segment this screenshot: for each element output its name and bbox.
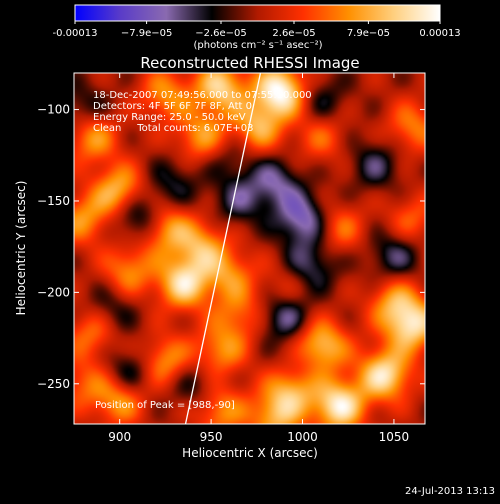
footer-timestamp: 24-Jul-2013 13:13 — [405, 486, 495, 497]
colorbar-unit-label: (photons cm⁻² s⁻¹ asec⁻²) — [193, 40, 322, 51]
detectors-text: Detectors: 4F 5F 6F 7F 8F, Att 0 — [93, 101, 252, 112]
y-tick-label: −100 — [37, 103, 70, 117]
energy-range-text: Energy Range: 25.0 - 50.0 keV — [93, 112, 246, 123]
colorbar-tick-label: -0.00013 — [53, 28, 98, 39]
y-tick-label: −250 — [37, 377, 70, 391]
colorbar-ticks: -0.00013 −7.9e−05 −2.6e−05 2.6e−05 7.9e−05 0.… — [53, 21, 461, 39]
y-tick-label: −200 — [37, 285, 70, 299]
x-tick-label: 1050 — [379, 430, 410, 444]
y-axis-label: Heliocentric Y (arcsec) — [14, 181, 28, 316]
colorbar-tick-label: −7.9e−05 — [121, 28, 173, 39]
y-tick-label: −150 — [37, 194, 70, 208]
time-range-text: 18-Dec-2007 07:49:56.000 to 07:55:10.000 — [93, 90, 312, 101]
colorbar: -0.00013 −7.9e−05 −2.6e−05 2.6e−05 7.9e−05 0.… — [53, 4, 461, 51]
colorbar-gradient — [74, 4, 441, 22]
x-tick-label: 950 — [200, 430, 223, 444]
x-axis-label: Heliocentric X (arcsec) — [182, 446, 318, 460]
x-axis-ticks: 900 950 1000 1050 — [108, 73, 409, 444]
clean-counts-text: Clean Total counts: 6.07E+03 — [93, 123, 253, 134]
colorbar-tick-label: −2.6e−05 — [195, 28, 247, 39]
heatmap: 900 950 1000 1050 −250 −200 −150 −100 — [37, 72, 426, 444]
y-axis-ticks: −250 −200 −150 −100 — [37, 103, 425, 391]
heatmap-image — [74, 73, 425, 424]
image-info: 18-Dec-2007 07:49:56.000 to 07:55:10.000… — [93, 90, 312, 411]
peak-position-text: Position of Peak = [988,-90] — [95, 400, 235, 411]
colorbar-tick-label: 0.00013 — [419, 28, 460, 39]
limb-line — [184, 72, 262, 425]
plot-frame — [73, 72, 426, 425]
x-tick-label: 900 — [108, 430, 131, 444]
chart-title: Reconstructed RHESSI Image — [140, 54, 359, 72]
colorbar-tick-label: 2.6e−05 — [272, 28, 315, 39]
colorbar-tick-label: 7.9e−05 — [347, 28, 390, 39]
x-tick-label: 1000 — [287, 430, 318, 444]
